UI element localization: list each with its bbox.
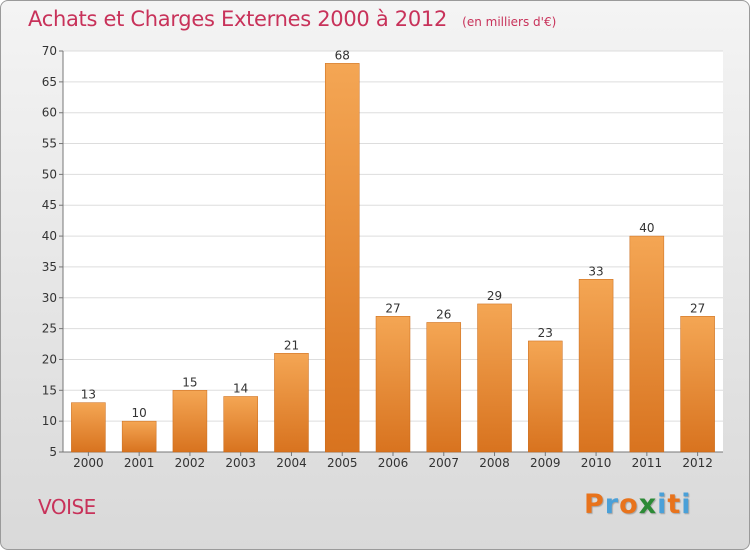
bar	[629, 235, 665, 453]
logo-letter: i	[681, 489, 692, 520]
data-label: 21	[284, 338, 299, 352]
title-main: Achats et Charges Externes 2000 à 2012	[28, 7, 448, 31]
bar	[426, 322, 462, 453]
x-tick-label: 2009	[530, 456, 561, 470]
y-tick-label: 50	[42, 167, 57, 181]
logo-letter: i	[657, 489, 668, 520]
bar	[477, 303, 512, 453]
x-tick-label: 2002	[175, 456, 206, 470]
y-tick-label: 20	[42, 352, 57, 366]
x-tick-label: 2000	[73, 456, 104, 470]
logo-letter: x	[638, 489, 658, 520]
bar	[578, 279, 614, 453]
chart-title: Achats et Charges Externes 2000 à 2012 (…	[28, 7, 556, 31]
x-tick-label: 2012	[682, 456, 713, 470]
logo-letter: o	[619, 489, 639, 520]
bar	[121, 420, 157, 453]
x-tick-label: 2011	[632, 456, 663, 470]
data-label: 27	[385, 301, 400, 315]
y-tick-label: 15	[42, 383, 57, 397]
data-label: 15	[182, 375, 197, 389]
data-label: 14	[233, 381, 248, 395]
y-tick-label: 10	[42, 414, 57, 428]
data-label: 68	[335, 48, 350, 62]
y-tick-label: 25	[42, 322, 57, 336]
x-tick-label: 2001	[124, 456, 155, 470]
x-tick-label: 2003	[225, 456, 256, 470]
logo-letter: P	[584, 489, 605, 520]
y-tick-label: 35	[42, 260, 57, 274]
y-tick-label: 5	[49, 445, 57, 459]
y-tick-label: 45	[42, 198, 57, 212]
bar	[680, 316, 715, 453]
title-unit: (en milliers d'€)	[462, 15, 557, 29]
data-label: 23	[538, 326, 553, 340]
data-label: 13	[81, 388, 96, 402]
data-label: 10	[132, 406, 147, 420]
data-label: 29	[487, 289, 502, 303]
y-tick-label: 60	[42, 106, 57, 120]
bar	[71, 402, 106, 453]
y-tick-label: 40	[42, 229, 57, 243]
y-tick-label: 55	[42, 137, 57, 151]
x-tick-label: 2004	[276, 456, 307, 470]
commune-name: VOISE	[38, 495, 96, 519]
x-tick-label: 2007	[428, 456, 459, 470]
x-tick-label: 2010	[581, 456, 612, 470]
data-label: 40	[639, 221, 654, 235]
bar	[324, 63, 360, 453]
y-tick-label: 30	[42, 291, 57, 305]
bar	[528, 340, 563, 453]
bar	[172, 390, 208, 453]
y-tick-label: 65	[42, 75, 57, 89]
x-tick-label: 2008	[479, 456, 510, 470]
x-tick-label: 2006	[378, 456, 409, 470]
data-label: 27	[690, 301, 705, 315]
y-tick-label: 70	[42, 44, 57, 58]
data-label: 33	[588, 264, 603, 278]
data-label: 26	[436, 307, 451, 321]
proxiti-logo: Proxiti	[584, 489, 692, 520]
bar	[375, 316, 411, 453]
logo-letter: r	[604, 489, 620, 520]
logo-letter: t	[667, 489, 682, 520]
bar	[274, 353, 309, 453]
x-tick-label: 2005	[327, 456, 358, 470]
bar	[223, 396, 258, 453]
